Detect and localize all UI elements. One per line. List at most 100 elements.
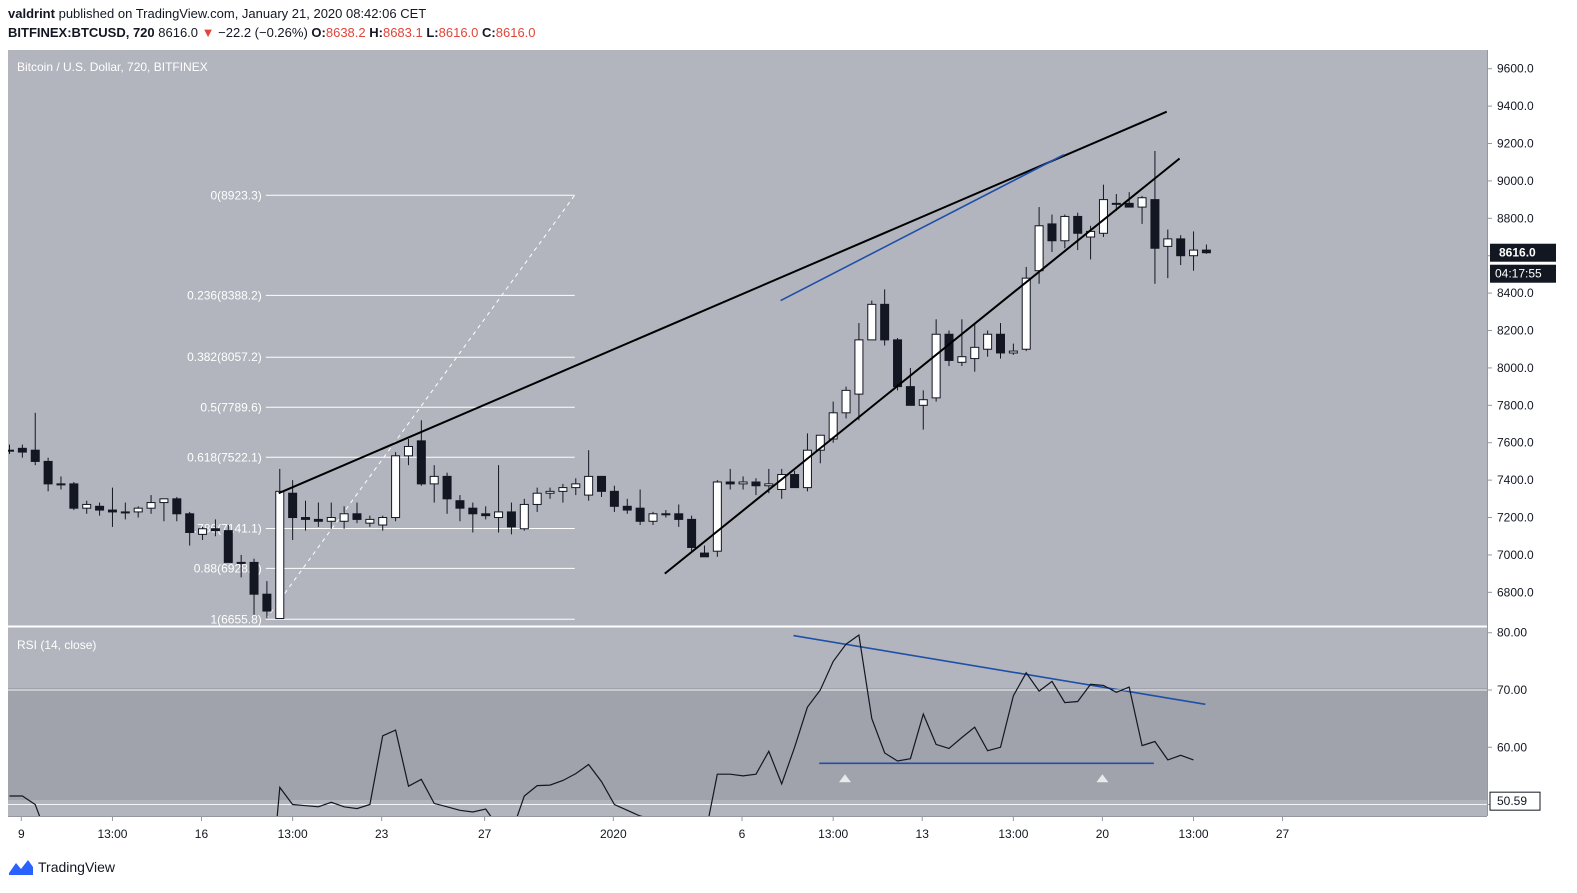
candle[interactable] <box>571 478 581 496</box>
candle[interactable] <box>841 386 851 419</box>
candle[interactable] <box>326 502 336 529</box>
candle[interactable] <box>172 496 182 522</box>
trendlines[interactable] <box>278 110 1206 765</box>
candle[interactable] <box>506 502 516 535</box>
candle[interactable] <box>995 323 1005 359</box>
candle[interactable] <box>185 511 195 546</box>
candle[interactable] <box>854 323 864 421</box>
candle[interactable] <box>236 554 246 578</box>
candle[interactable] <box>69 482 79 511</box>
candle[interactable] <box>1163 229 1173 279</box>
candle[interactable] <box>1201 244 1211 254</box>
candle[interactable] <box>1176 235 1186 266</box>
candle[interactable] <box>429 465 439 503</box>
candle[interactable] <box>957 319 967 367</box>
candle[interactable] <box>635 489 645 526</box>
candle[interactable] <box>699 545 709 558</box>
candle[interactable] <box>313 502 323 527</box>
price-pane-background[interactable] <box>8 50 1487 626</box>
candle[interactable] <box>159 498 169 522</box>
candle[interactable] <box>1060 214 1070 249</box>
candle[interactable] <box>339 506 349 529</box>
rsi-indicator[interactable] <box>8 633 1487 893</box>
symbol-name[interactable]: BITFINEX:BTCUSD, 720 <box>8 25 155 40</box>
candle[interactable] <box>403 438 413 466</box>
price-trendline[interactable] <box>780 154 1065 302</box>
rsi-marker-triangle-icon[interactable] <box>838 774 851 783</box>
candle[interactable] <box>983 330 993 357</box>
rsi-line[interactable] <box>9 633 1194 893</box>
candle[interactable] <box>609 485 619 512</box>
candle[interactable] <box>391 452 401 522</box>
candle[interactable] <box>622 498 632 514</box>
price-trendline[interactable] <box>278 110 1168 495</box>
candle[interactable] <box>725 468 735 490</box>
candle[interactable] <box>82 500 92 514</box>
candle[interactable] <box>545 487 555 499</box>
candle[interactable] <box>198 526 208 540</box>
candle[interactable] <box>661 510 671 518</box>
candle[interactable] <box>468 502 478 533</box>
rsi-marker-triangle-icon[interactable] <box>1096 774 1109 783</box>
candle[interactable] <box>249 558 259 615</box>
candle[interactable] <box>146 495 156 514</box>
candle[interactable] <box>1008 343 1018 355</box>
candle[interactable] <box>378 515 388 531</box>
candle[interactable] <box>1047 214 1057 252</box>
candle[interactable] <box>1189 231 1199 271</box>
candle[interactable] <box>30 412 40 466</box>
candle[interactable] <box>970 323 980 372</box>
candle[interactable] <box>1137 195 1147 224</box>
candle[interactable] <box>918 390 928 430</box>
axes[interactable]: 6800.0 7000.0 7200.0 7400.0 7600.0 7800.0 8000… <box>18 62 1556 841</box>
candle[interactable] <box>815 434 825 464</box>
candle[interactable] <box>120 502 130 520</box>
candle[interactable] <box>352 502 362 524</box>
candle[interactable] <box>597 475 607 497</box>
candle[interactable] <box>687 515 697 552</box>
candle[interactable] <box>880 289 890 346</box>
tradingview-logo-icon[interactable] <box>8 858 34 876</box>
candle[interactable] <box>648 511 658 526</box>
candle[interactable] <box>905 367 915 406</box>
candle[interactable] <box>442 472 452 514</box>
candle[interactable] <box>674 504 684 527</box>
candle[interactable] <box>6 444 14 454</box>
candle[interactable] <box>494 465 504 533</box>
candle[interactable] <box>931 319 941 402</box>
fibonacci-retracement[interactable]: 0(8923.3) 0.236(8388.2) 0.382(8057.2) 0.5(7… <box>187 188 576 626</box>
candle[interactable] <box>751 478 761 496</box>
candle[interactable] <box>712 480 722 557</box>
candle[interactable] <box>301 500 311 531</box>
candle[interactable] <box>17 444 27 458</box>
candle[interactable] <box>43 457 53 492</box>
candle[interactable] <box>802 433 812 492</box>
candle[interactable] <box>288 480 298 540</box>
candle[interactable] <box>365 515 375 527</box>
candle[interactable] <box>1111 194 1121 211</box>
rsi-trendline[interactable] <box>793 634 1206 706</box>
candle[interactable] <box>223 525 233 563</box>
price-trendline[interactable] <box>664 157 1181 575</box>
candle[interactable] <box>1073 212 1083 251</box>
candle[interactable] <box>95 502 105 516</box>
candle[interactable] <box>738 476 748 490</box>
candle[interactable] <box>944 330 954 367</box>
candle[interactable] <box>558 483 568 503</box>
candle[interactable] <box>56 476 66 490</box>
candle[interactable] <box>790 470 800 489</box>
candle[interactable] <box>532 487 542 512</box>
candle[interactable] <box>262 581 272 619</box>
candle[interactable] <box>584 450 594 501</box>
footer-brand[interactable]: TradingView <box>38 859 116 875</box>
candle[interactable] <box>519 498 529 531</box>
candlestick-series[interactable] <box>6 150 1211 620</box>
publisher-name[interactable]: valdrint <box>8 6 55 21</box>
candle[interactable] <box>107 487 117 527</box>
candle[interactable] <box>1150 150 1160 284</box>
candle[interactable] <box>210 519 220 537</box>
candle[interactable] <box>455 495 465 522</box>
candle[interactable] <box>481 506 491 520</box>
candle[interactable] <box>133 506 143 518</box>
